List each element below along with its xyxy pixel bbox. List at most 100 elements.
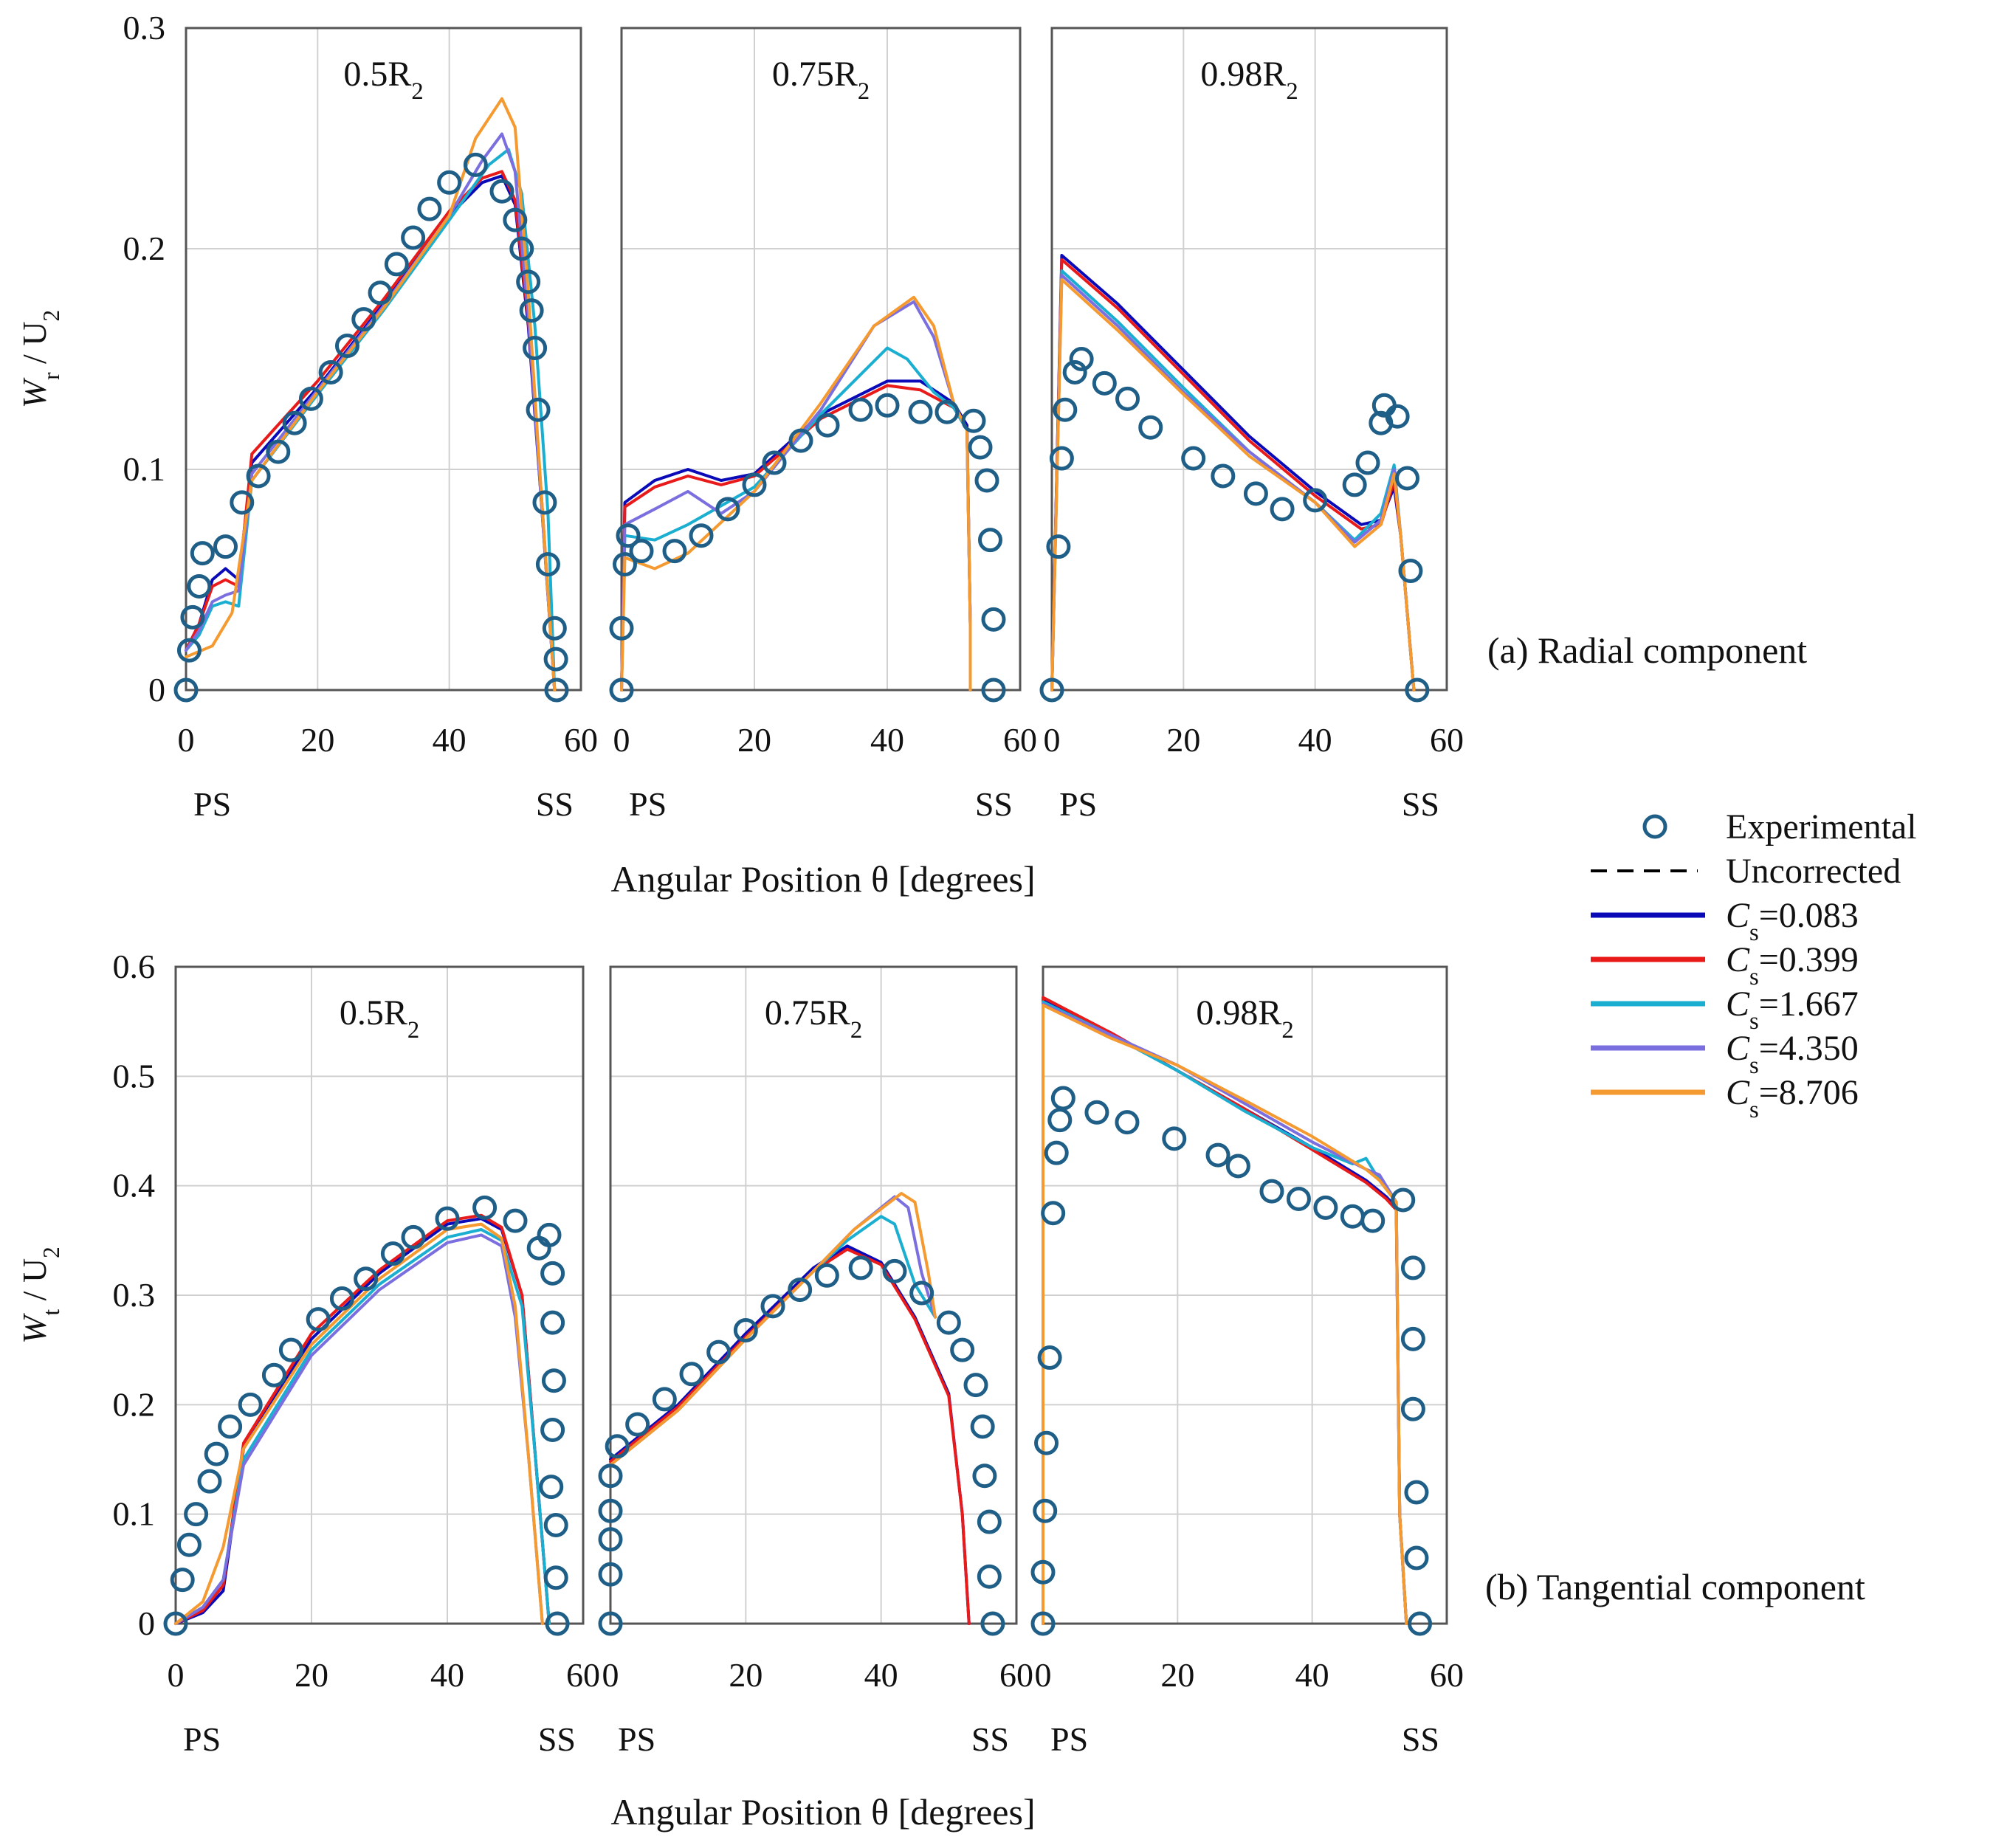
panel-label-part: 0.98R xyxy=(1196,993,1281,1032)
experimental-point xyxy=(652,1387,677,1412)
experimental-point xyxy=(437,170,462,195)
x-tick-label: 20 xyxy=(1160,1656,1194,1694)
side-label-ss: SS xyxy=(536,785,574,823)
experimental-point xyxy=(760,1294,785,1319)
legend-label-part: C xyxy=(1726,985,1750,1024)
experimental-point xyxy=(1405,678,1430,703)
experimental-point xyxy=(540,1417,565,1442)
experimental-point xyxy=(1044,1140,1069,1165)
x-tick-label: 0 xyxy=(1044,721,1061,759)
experimental-point xyxy=(1050,1086,1075,1111)
experimental-point xyxy=(1162,1126,1187,1151)
panel-frame xyxy=(609,965,1018,1625)
component-title: (a) Radial component xyxy=(1487,630,1807,671)
experimental-point xyxy=(815,413,840,438)
experimental-point xyxy=(981,607,1006,632)
experimental-point xyxy=(540,1310,565,1335)
experimental-point xyxy=(1115,386,1140,411)
x-tick-label: 20 xyxy=(300,721,334,759)
experimental-point xyxy=(1181,446,1206,471)
experimental-point xyxy=(1360,1208,1386,1233)
side-label-ps: PS xyxy=(618,1720,655,1758)
x-tick-label: 60 xyxy=(1003,721,1037,759)
experimental-point xyxy=(417,196,442,221)
experimental-point xyxy=(1259,1179,1284,1204)
x-tick-label: 0 xyxy=(178,721,195,759)
y-tick-label: 0.1 xyxy=(123,450,166,488)
side-label-ps: PS xyxy=(193,785,231,823)
experimental-point xyxy=(190,541,215,566)
experimental-point xyxy=(875,393,900,418)
experimental-point xyxy=(1404,1545,1429,1571)
experimental-point xyxy=(977,1509,1002,1534)
panel-frame xyxy=(1050,27,1448,692)
y-axis-label-part: 2 xyxy=(38,1247,64,1258)
experimental-point xyxy=(613,552,637,577)
experimental-point xyxy=(1408,1611,1433,1636)
legend-label-part: =0.083 xyxy=(1759,896,1859,935)
y-tick-label: 0.2 xyxy=(123,230,166,267)
y-tick-label: 0 xyxy=(138,1604,155,1642)
experimental-point xyxy=(1034,1430,1059,1455)
experimental-point xyxy=(545,1611,570,1636)
experimental-point xyxy=(1115,1110,1140,1135)
experimental-point xyxy=(537,1222,562,1247)
y-tick-label: 0.5 xyxy=(113,1057,156,1094)
experimental-point xyxy=(1039,678,1064,703)
y-axis-label: Wr / U2 xyxy=(16,310,64,408)
experimental-point xyxy=(1342,472,1367,497)
experimental-point xyxy=(516,269,541,294)
x-tick-label: 60 xyxy=(1430,721,1464,759)
x-tick-label: 20 xyxy=(1166,721,1200,759)
panel-label: 0.75R2 xyxy=(765,993,862,1044)
experimental-point xyxy=(848,397,873,422)
x-tick-label: 40 xyxy=(864,1656,898,1694)
experimental-point xyxy=(526,397,551,422)
series-line xyxy=(620,295,972,692)
experimental-point xyxy=(882,1258,907,1283)
legend-label-part: s xyxy=(1749,1052,1759,1079)
y-axis-label-part: W xyxy=(16,1313,53,1344)
panel-label-part: 2 xyxy=(858,78,870,105)
experimental-point xyxy=(1211,463,1236,489)
experimental-point xyxy=(1092,370,1117,396)
experimental-point xyxy=(616,523,641,548)
experimental-point xyxy=(238,1392,263,1417)
side-label-ps: PS xyxy=(1050,1720,1088,1758)
experimental-point xyxy=(176,638,202,663)
experimental-point xyxy=(380,1241,405,1266)
experimental-point xyxy=(970,1414,995,1439)
y-tick-label: 0.1 xyxy=(113,1495,156,1533)
experimental-point xyxy=(1053,397,1078,422)
series-line xyxy=(174,1213,551,1625)
experimental-point xyxy=(1270,497,1295,522)
y-tick-label: 0 xyxy=(148,671,165,708)
panel-label: 0.5R2 xyxy=(340,993,419,1044)
experimental-point xyxy=(1400,1396,1425,1421)
x-tick-label: 40 xyxy=(1298,721,1332,759)
experimental-point xyxy=(542,616,567,641)
experimental-point xyxy=(909,1280,934,1306)
legend-label-part: s xyxy=(1749,964,1759,990)
experimental-point xyxy=(972,1463,997,1489)
experimental-point xyxy=(266,439,291,464)
side-label-ss: SS xyxy=(971,1720,1009,1758)
experimental-point xyxy=(509,236,534,261)
side-label-ss: SS xyxy=(1402,785,1439,823)
experimental-point xyxy=(788,1278,813,1303)
legend-label: Experimental xyxy=(1726,807,1917,847)
experimental-point xyxy=(306,1307,331,1332)
experimental-point xyxy=(1340,1204,1365,1229)
experimental-point xyxy=(384,252,409,277)
experimental-point xyxy=(298,386,323,411)
legend-label-part: C xyxy=(1726,1073,1750,1112)
experimental-point xyxy=(543,1513,568,1537)
panel-label-part: 0.5R xyxy=(340,993,407,1032)
legend-label-part: =8.706 xyxy=(1759,1073,1859,1112)
experimental-point xyxy=(1037,1345,1062,1371)
experimental-point xyxy=(176,1532,202,1557)
legend-label-part: s xyxy=(1749,920,1759,946)
experimental-point xyxy=(539,1475,564,1500)
legend-label: Cs=1.667 xyxy=(1726,985,1859,1035)
experimental-point xyxy=(742,472,767,497)
